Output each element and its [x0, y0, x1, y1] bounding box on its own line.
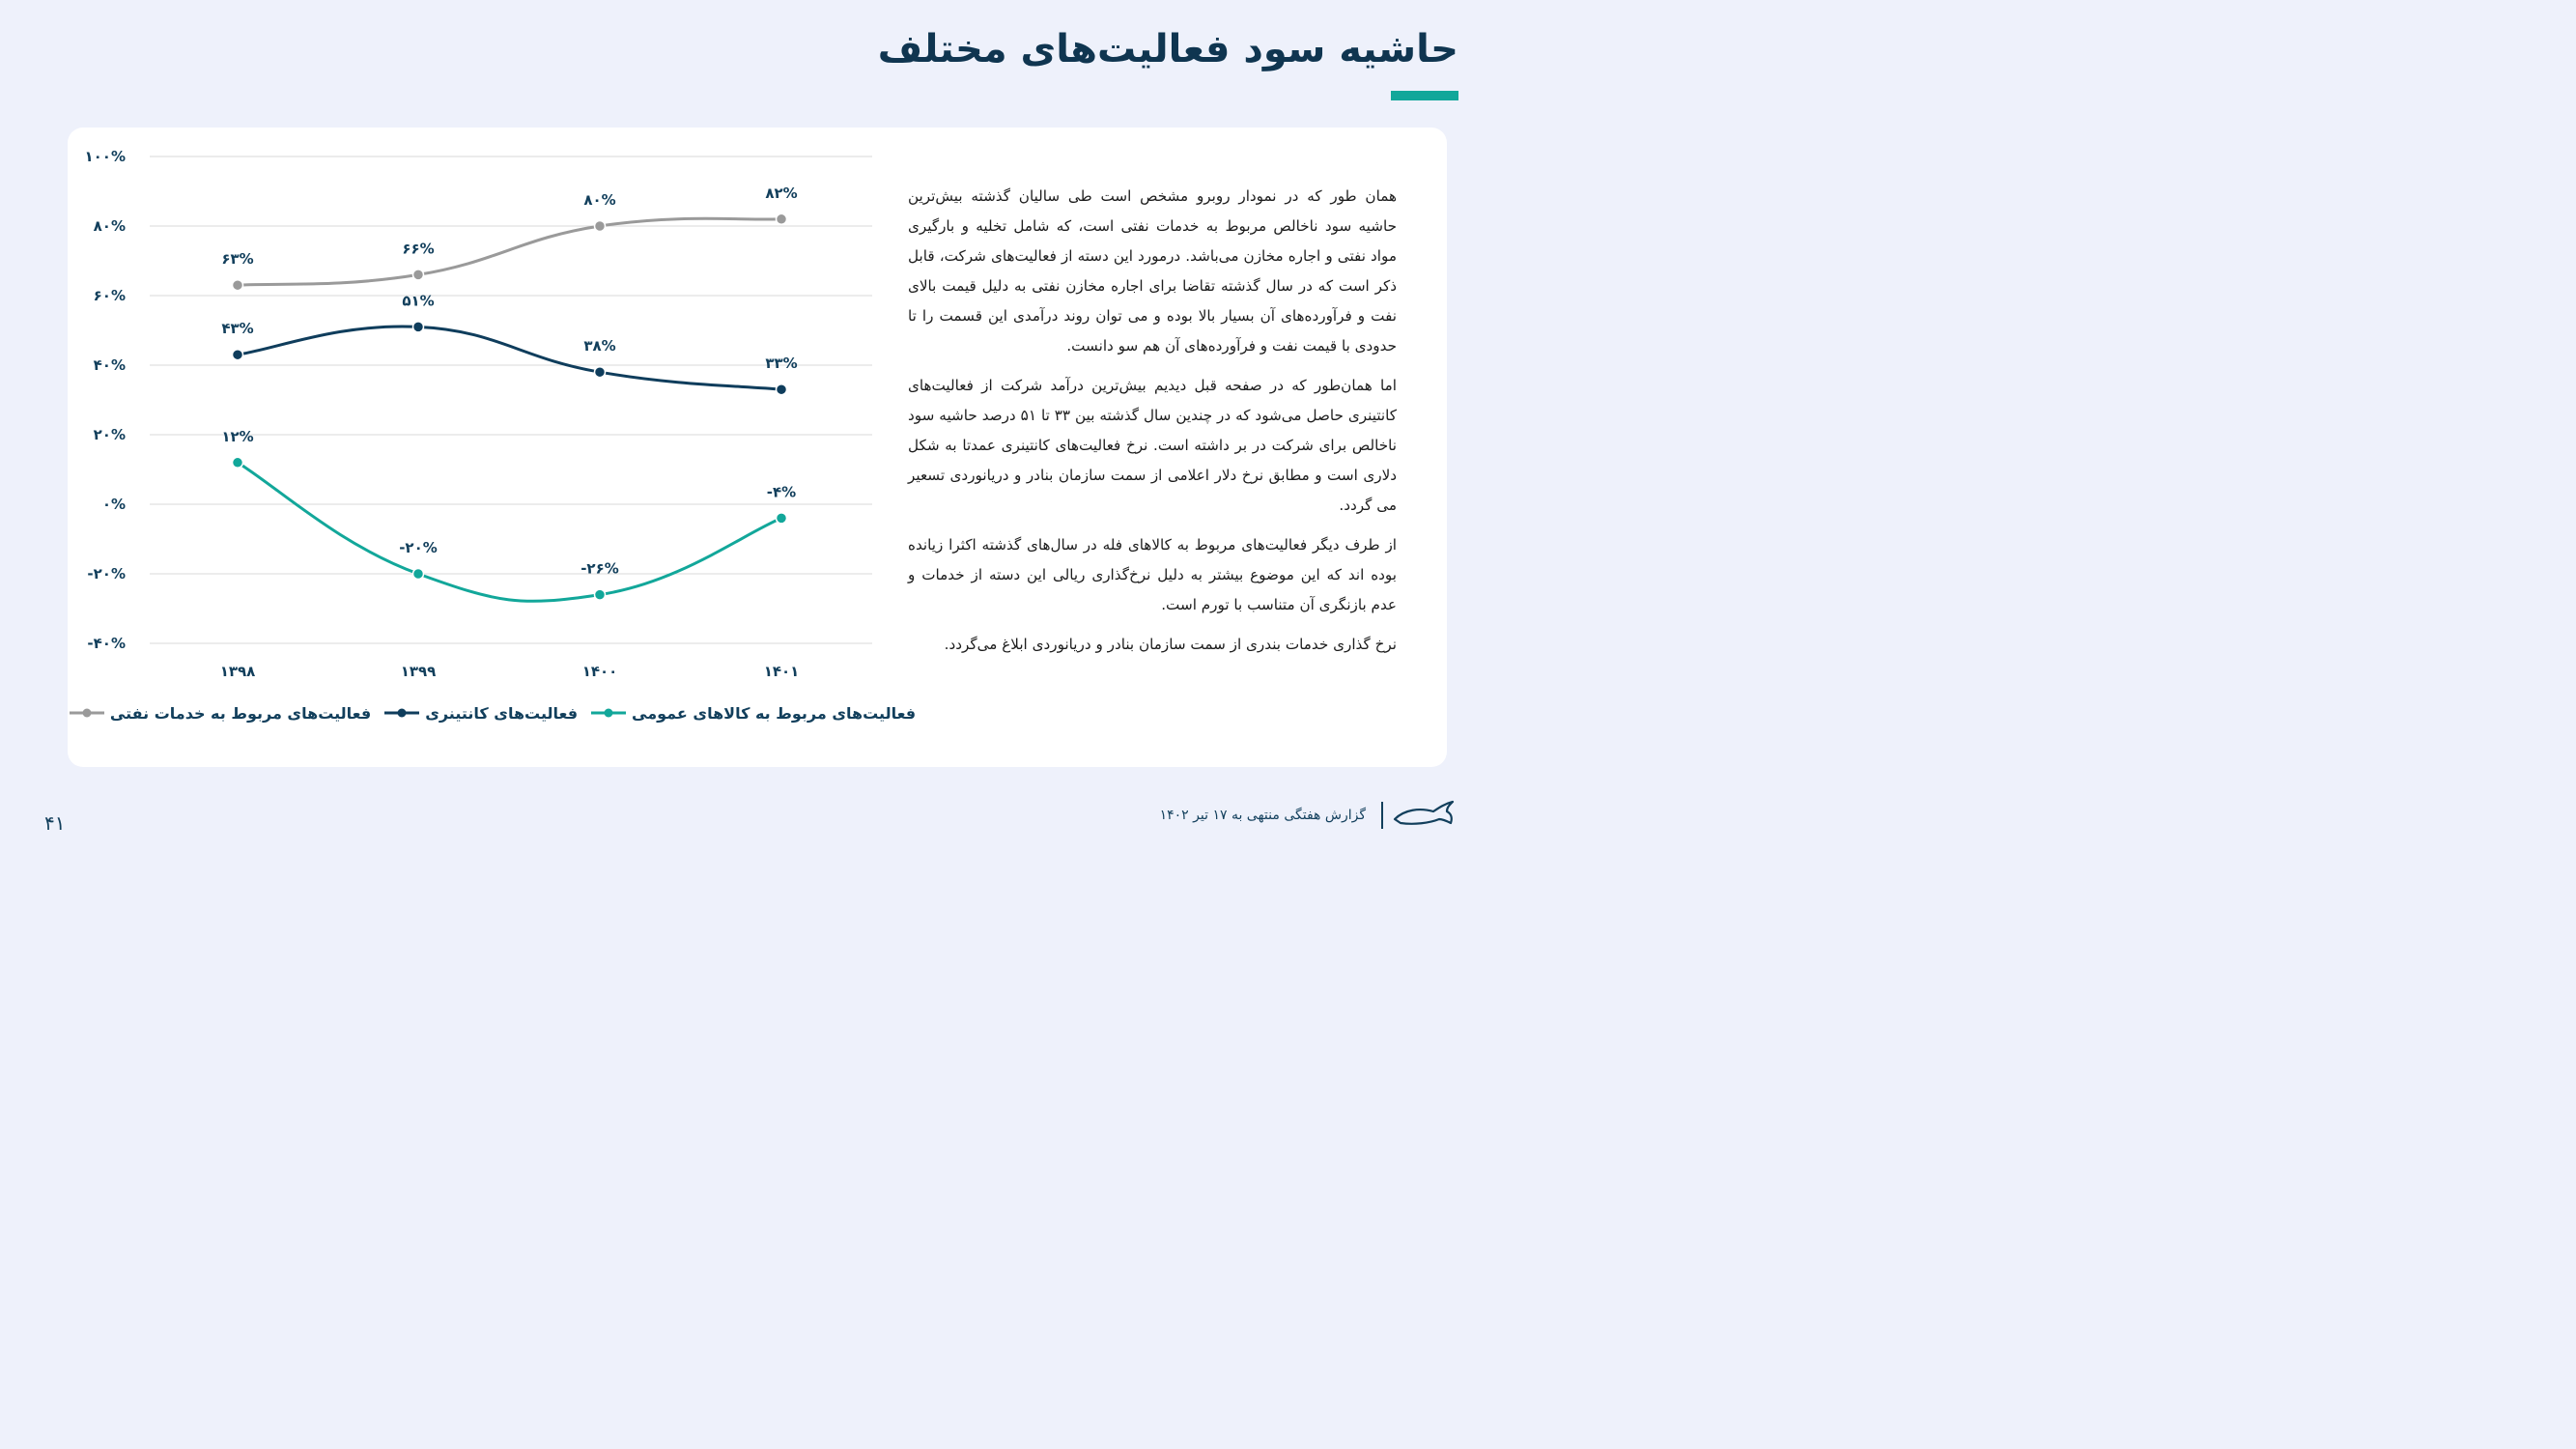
legend-item: فعالیت‌های مربوط به خدمات نفتی	[69, 703, 372, 723]
x-tick-label: ۱۳۹۸	[220, 663, 256, 680]
y-tick-label: ۱۰۰%	[85, 148, 127, 165]
legend-swatch	[591, 708, 627, 718]
y-tick-label: ۸۰%	[94, 217, 126, 235]
legend-label: فعالیت‌های مربوط به خدمات نفتی	[109, 703, 372, 723]
series-line	[237, 461, 782, 603]
y-tick-label: -۴۰%	[87, 635, 126, 652]
bull-logo-icon	[1393, 800, 1455, 825]
data-point	[231, 456, 244, 469]
legend-label: فعالیت‌های کانتینری	[425, 703, 579, 723]
data-label: -۴%	[767, 483, 796, 500]
report-label: گزارش هفتگی منتهی به ۱۷ تیر ۱۴۰۲	[1159, 808, 1366, 823]
data-point	[593, 219, 607, 233]
data-label: ۴۳%	[221, 320, 253, 337]
data-point	[775, 383, 788, 396]
footer-divider	[1381, 802, 1383, 829]
data-label: ۸۲%	[765, 185, 797, 202]
legend-item: فعالیت‌های کانتینری	[384, 704, 578, 723]
data-label: -۲۶%	[580, 560, 619, 578]
x-tick-label: ۱۳۹۹	[401, 663, 437, 680]
chart-legend: فعالیت‌های مربوط به کالاهای عمومی فعالیت‌…	[69, 701, 916, 724]
y-tick-label: ۶۰%	[94, 287, 126, 304]
y-tick-label: -۲۰%	[87, 565, 126, 582]
data-label: ۵۱%	[402, 292, 434, 309]
paragraph-1: همان طور که در نمودار روبرو مشخص است طی …	[908, 187, 1397, 355]
x-tick-label: ۱۴۰۱	[764, 663, 800, 680]
data-point	[231, 348, 244, 361]
data-label: ۸۰%	[583, 191, 615, 209]
data-label: ۳۸%	[583, 337, 615, 355]
data-point	[593, 365, 607, 379]
description-text: همان طور که در نمودار روبرو مشخص است طی …	[908, 182, 1397, 669]
series-line	[237, 325, 782, 391]
paragraph-3: از طرف دیگر فعالیت‌های مربوط به کالاهای …	[908, 536, 1397, 613]
y-tick-label: ۲۰%	[94, 426, 126, 443]
series-line	[237, 216, 782, 287]
data-point	[593, 588, 607, 601]
content-card: ۱۰۰% ۸۰% ۶۰% ۴۰% ۲۰% ۰% -۲۰% -۴۰% ۱۳۹۸ ۱۳۹۹ ۱۴۰۰ ۱۴…	[68, 128, 1447, 767]
y-tick-label: ۴۰%	[94, 356, 126, 374]
legend-swatch	[384, 708, 420, 718]
page-title: حاشیه سود فعالیت‌های مختلف	[877, 27, 1458, 71]
data-label: -۲۰%	[399, 539, 438, 556]
data-point	[775, 512, 788, 525]
data-label: ۶۶%	[402, 240, 434, 257]
y-tick-label: ۰%	[102, 496, 126, 513]
data-point	[231, 278, 244, 292]
page-number: ۴۱	[44, 811, 66, 835]
paragraph-2: اما همان‌طور که در صفحه قبل دیدیم بیش‌تر…	[908, 377, 1397, 514]
data-point	[411, 321, 425, 333]
data-label: ۳۳%	[765, 355, 797, 372]
legend-label: فعالیت‌های مربوط به کالاهای عمومی	[632, 703, 917, 723]
paragraph-4: نرخ گذاری خدمات بندری از سمت سازمان بناد…	[944, 636, 1397, 653]
legend-item: فعالیت‌های مربوط به کالاهای عمومی	[591, 704, 916, 723]
legend-swatch	[69, 708, 104, 718]
data-point	[411, 269, 425, 281]
x-tick-label: ۱۴۰۰	[582, 663, 618, 680]
data-point	[775, 213, 788, 226]
data-label: ۱۲%	[221, 428, 253, 445]
title-accent-bar	[1391, 91, 1458, 100]
line-chart: ۱۰۰% ۸۰% ۶۰% ۴۰% ۲۰% ۰% -۲۰% -۴۰% ۱۳۹۸ ۱۳۹۹ ۱۴۰۰ ۱۴…	[85, 148, 872, 680]
data-point	[411, 567, 425, 581]
data-label: ۶۳%	[221, 250, 253, 268]
